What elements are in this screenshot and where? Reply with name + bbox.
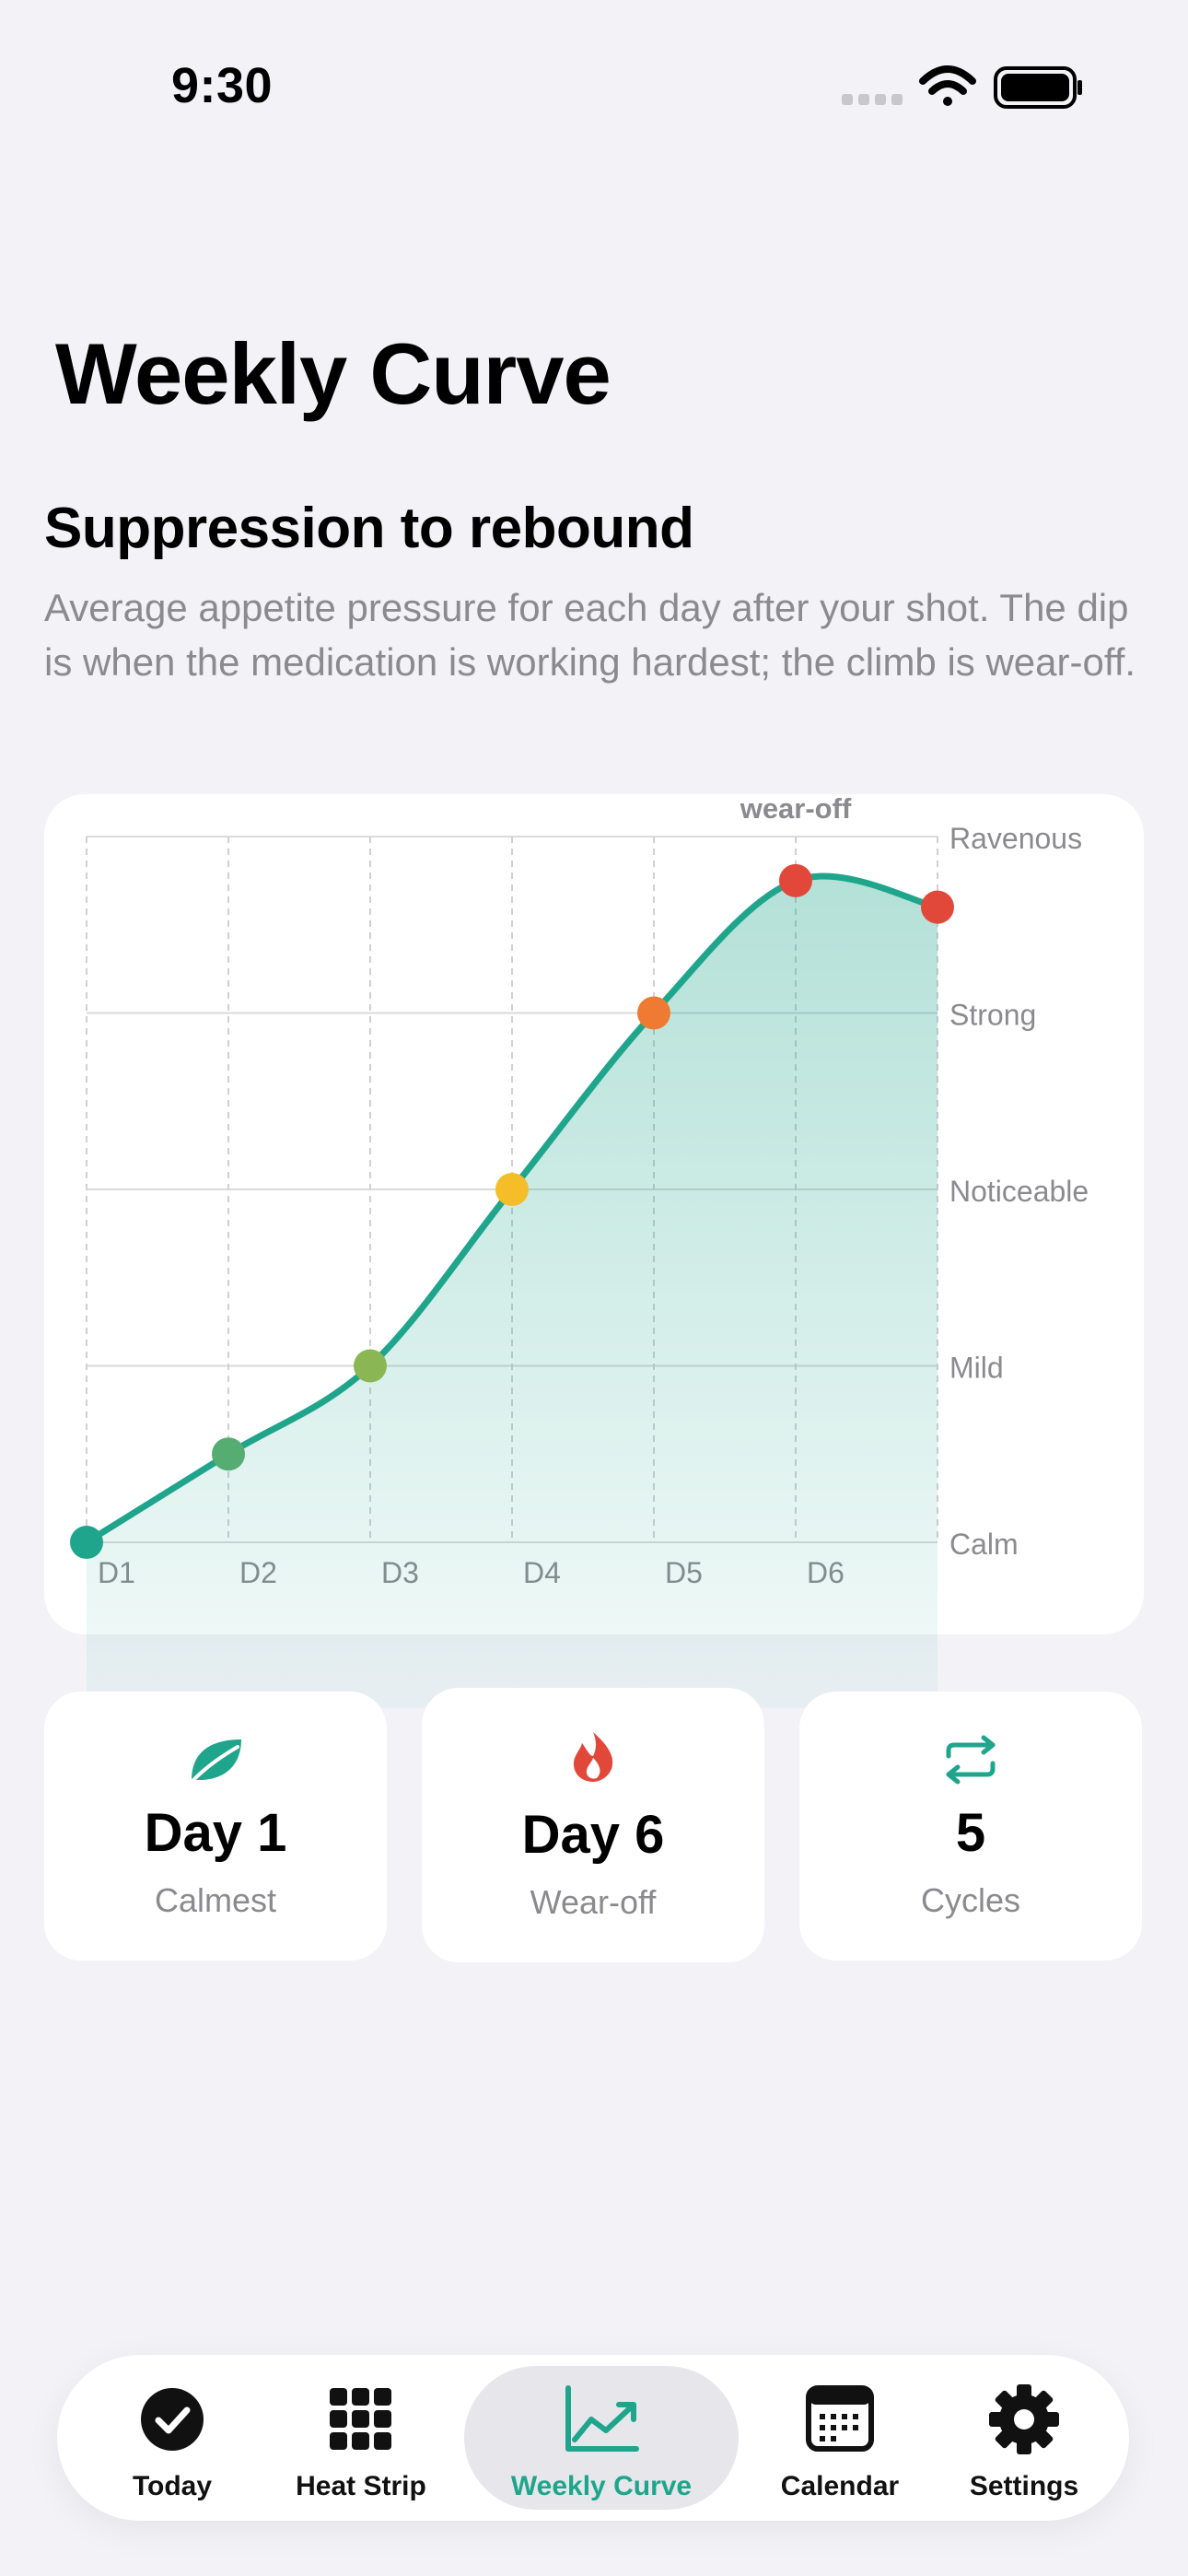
tab-label: Heat Strip xyxy=(296,2471,426,2501)
tab-heat-strip[interactable]: Heat Strip xyxy=(278,2355,444,2521)
stat-value: Day 6 xyxy=(521,1805,665,1865)
data-point xyxy=(354,1349,387,1383)
tab-label: Settings xyxy=(969,2471,1079,2501)
active-tab-indicator xyxy=(464,2366,739,2510)
stat-value: 5 xyxy=(955,1803,986,1863)
page-title: Weekly Curve xyxy=(55,325,611,422)
section-description: Average appetite pressure for each day a… xyxy=(44,586,1136,684)
stat-card-calmest: Day 1 Calmest xyxy=(44,1692,387,1961)
gear-icon xyxy=(989,2384,1059,2454)
section-title: Suppression to rebound xyxy=(44,497,694,560)
data-point xyxy=(495,1173,529,1206)
y-level-label: Noticeable xyxy=(949,1175,1089,1208)
stat-label: Cycles xyxy=(920,1881,1021,1919)
status-time: 9:30 xyxy=(171,58,274,113)
stat-label: Calmest xyxy=(154,1881,277,1919)
y-level-label: Strong xyxy=(949,999,1036,1032)
y-level-label: Calm xyxy=(949,1528,1019,1561)
data-point xyxy=(70,1526,103,1559)
leaf-icon xyxy=(192,1739,241,1782)
stat-card-cycles: 5 Cycles xyxy=(799,1692,1142,1961)
tab-label: Weekly Curve xyxy=(510,2471,693,2501)
wifi-icon xyxy=(919,65,976,106)
repeat-icon xyxy=(946,1735,996,1785)
data-point xyxy=(637,996,670,1030)
flame-icon xyxy=(573,1732,613,1782)
cellular-signal-icon xyxy=(842,94,903,105)
tab-today[interactable]: Today xyxy=(94,2355,250,2521)
tab-label: Calendar xyxy=(780,2471,900,2501)
calendar-icon xyxy=(806,2385,874,2452)
curve-area xyxy=(87,875,938,1708)
tab-calendar[interactable]: Calendar xyxy=(757,2355,923,2521)
tab-bar: Today Heat Strip Weekly Curve Calendar xyxy=(57,2355,1129,2521)
wear-off-annotation: wear-off xyxy=(740,792,852,825)
y-level-label: Ravenous xyxy=(949,822,1082,855)
chart-line-icon xyxy=(565,2385,639,2452)
status-icons xyxy=(842,65,1082,109)
weekly-curve-chart-card: CalmMildNoticeableStrongRavenousD1D2D3D4… xyxy=(44,792,1144,1708)
weekly-curve-chart: CalmMildNoticeableStrongRavenousD1D2D3D4… xyxy=(70,792,1089,1708)
data-point xyxy=(921,890,954,924)
data-point xyxy=(779,863,812,897)
y-level-label: Mild xyxy=(949,1352,1004,1385)
stat-card-wear-off: Day 6 Wear-off xyxy=(422,1688,764,1962)
grid-icon xyxy=(330,2388,391,2450)
tab-label: Today xyxy=(132,2471,213,2501)
tab-settings[interactable]: Settings xyxy=(941,2355,1107,2521)
data-point xyxy=(212,1437,245,1471)
stat-label: Wear-off xyxy=(530,1883,657,1921)
tab-weekly-curve[interactable]: Weekly Curve xyxy=(464,2355,739,2521)
battery-icon xyxy=(994,66,1082,109)
checkmark-circle-icon xyxy=(141,2388,204,2451)
stat-value: Day 1 xyxy=(144,1803,287,1863)
